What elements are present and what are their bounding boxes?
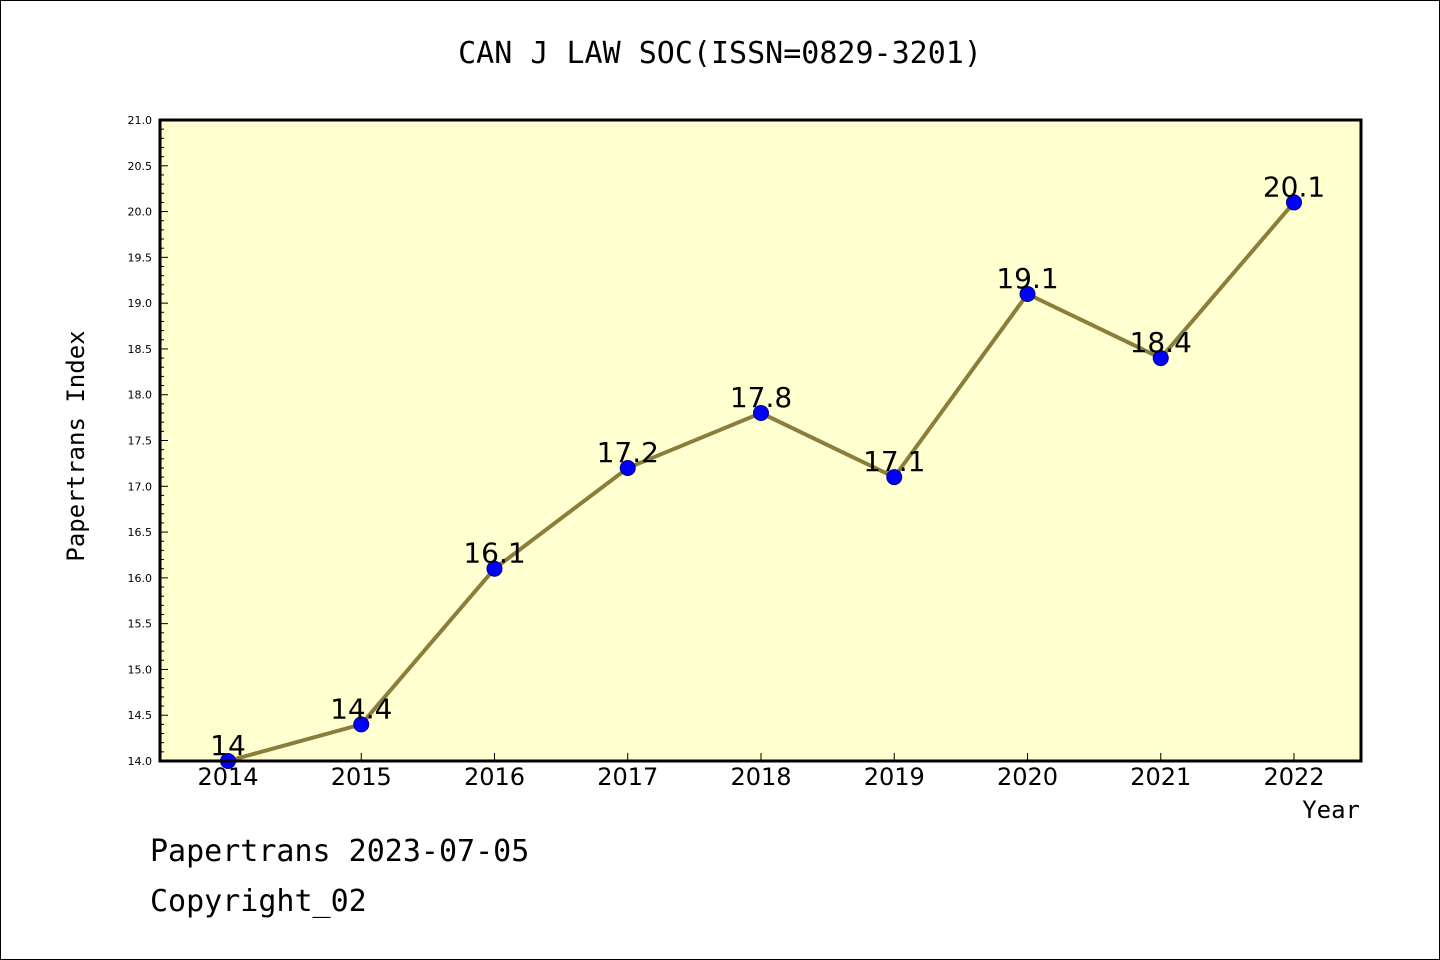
y-tick-label: 20.5 [128,160,153,173]
data-labels: 14 14.4 16.1 17.2 17.8 17.1 19.1 18.4 20.1 [210,170,1325,762]
data-label: 19.1 [996,262,1058,295]
y-tick-label: 21.0 [128,114,153,127]
x-tick-label: 2022 [1263,763,1324,791]
data-point [353,716,370,733]
data-label: 14.4 [330,692,392,725]
y-tick-label: 18.5 [128,343,153,356]
y-tick-label: 16.5 [128,526,153,539]
data-label: 20.1 [1263,170,1325,203]
x-tick-label: 2017 [597,763,658,791]
y-tick-label: 17.5 [128,435,153,448]
data-label: 18.4 [1130,326,1192,359]
y-tick-label: 15.5 [128,618,153,631]
data-point [1019,285,1036,302]
data-point [753,405,769,422]
data-point [886,469,903,486]
y-tick-label: 19.0 [128,297,153,310]
plot-area [160,120,1361,761]
y-tick-label: 20.0 [128,206,153,219]
y-tick-label: 18.0 [128,389,153,402]
data-label: 16.1 [463,537,525,570]
plot-border [158,118,1363,763]
data-label: 14 [210,729,246,762]
data-point [486,560,503,577]
x-tick-label: 2018 [730,763,791,791]
data-label: 17.1 [863,445,925,478]
y-tick-label: 19.5 [128,251,153,264]
x-tick-label: 2019 [864,763,925,791]
data-point [1152,350,1169,367]
y-tick-label: 16.0 [128,572,153,585]
x-tick-label: 2015 [331,763,392,791]
data-label: 17.2 [597,436,659,469]
chart-title: CAN J LAW SOC(ISSN=0829-3201) [458,36,982,71]
data-label: 17.8 [730,381,792,414]
y-tick-label: 17.0 [128,480,153,493]
x-tick-label: 2021 [1130,763,1191,791]
x-axis-label: Year [1302,796,1360,824]
y-tick-label: 14.0 [128,755,153,768]
footer-copyright: Copyright_02 [150,884,367,919]
y-tick-label: 14.5 [128,709,153,722]
y-tick-label: 15.0 [128,663,153,676]
y-axis: 14.0 14.5 15.0 15.5 16.0 16.5 17.0 17.5 18.0 18.5… [128,114,168,768]
x-tick-label: 2020 [997,763,1058,791]
x-axis: 2014 2015 2016 2017 2018 2019 2020 2021 2022 [197,753,1325,791]
x-tick-label: 2016 [464,763,525,791]
footer-date: Papertrans 2023-07-05 [150,834,530,869]
data-point [619,459,636,476]
data-point [1286,194,1302,211]
